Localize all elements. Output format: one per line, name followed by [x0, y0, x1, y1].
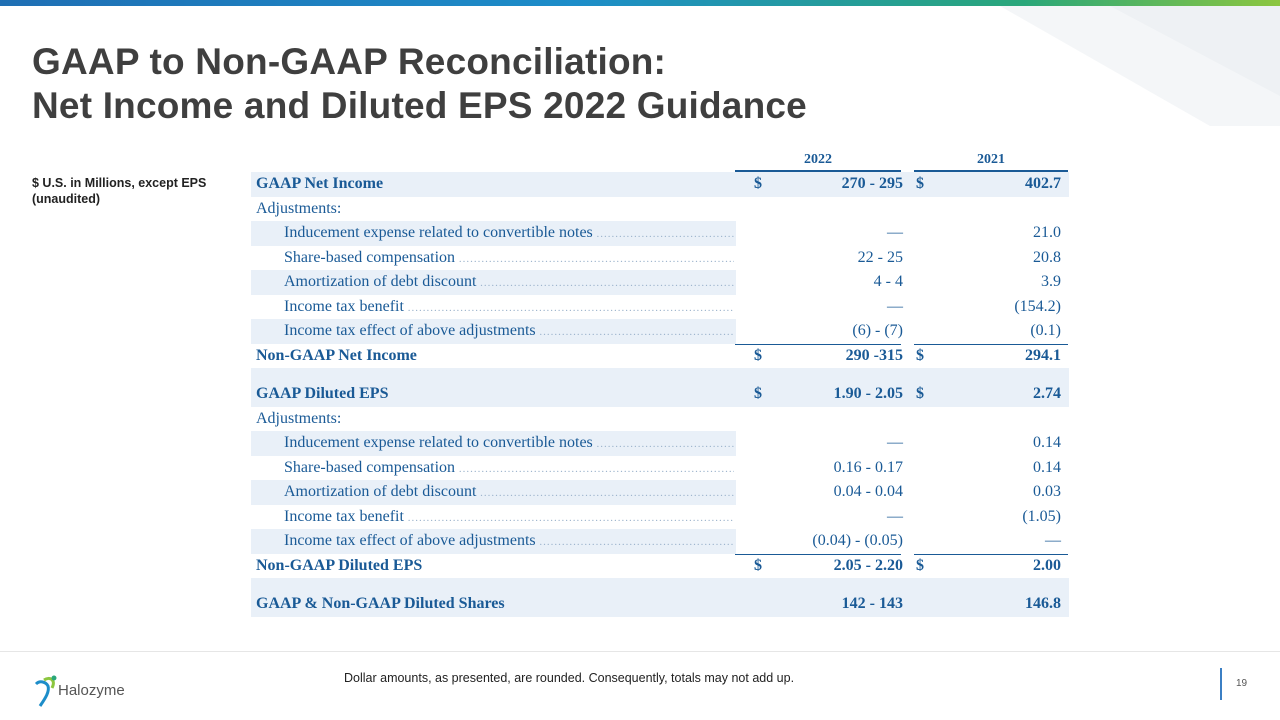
section-spacer	[251, 368, 1069, 382]
reconciliation-table: 2022 2021 GAAP Net Income $ 270 - 295 $ …	[251, 148, 1069, 617]
row-label: GAAP Diluted EPS	[256, 385, 389, 402]
page-title: GAAP to Non-GAAP Reconciliation: Net Inc…	[32, 40, 807, 128]
row-label: Non-GAAP Diluted EPS	[256, 556, 423, 574]
value-2021: 0.03	[1033, 483, 1061, 500]
row-label: Amortization of debt discount	[284, 273, 734, 291]
row-label: Share-based compensation	[284, 459, 734, 477]
currency-symbol: $	[916, 175, 924, 192]
value-2021: 294.1	[1025, 346, 1061, 364]
value-2022: —	[887, 434, 903, 451]
value-2022: 4 - 4	[873, 273, 903, 290]
table-row-diluted-shares: GAAP & Non-GAAP Diluted Shares 142 - 143…	[251, 592, 1069, 617]
title-line-2: Net Income and Diluted EPS 2022 Guidance	[32, 85, 807, 126]
halozyme-logo-icon	[34, 675, 57, 707]
value-2021: (154.2)	[1014, 297, 1061, 315]
footnote: Dollar amounts, as presented, are rounde…	[344, 671, 795, 685]
table-row-adjustment: Inducement expense related to convertibl…	[251, 221, 1069, 246]
table-row-gaap-net-income: GAAP Net Income $ 270 - 295 $ 402.7	[251, 172, 1069, 197]
table-row-adjustment: Income tax effect of above adjustments (…	[251, 529, 1069, 554]
table-row-adjustments-heading: Adjustments:	[251, 197, 1069, 222]
table-row-adjustment: Income tax benefit — (1.05)	[251, 504, 1069, 529]
value-2022: 142 - 143	[841, 595, 903, 612]
value-2021: (0.1)	[1030, 322, 1061, 339]
value-2022: (0.04) - (0.05)	[812, 532, 903, 549]
value-2021: 3.9	[1041, 273, 1061, 290]
subtotal-rule	[914, 553, 1068, 555]
value-2021: 2.74	[1033, 385, 1061, 402]
table-row-adjustment: Amortization of debt discount 4 - 4 3.9	[251, 270, 1069, 295]
currency-symbol: $	[754, 175, 762, 192]
table-row-adjustment: Amortization of debt discount 0.04 - 0.0…	[251, 480, 1069, 505]
row-label: Income tax effect of above adjustments	[284, 322, 734, 340]
header-underline-2022	[735, 170, 901, 172]
table-row-adjustment: Inducement expense related to convertibl…	[251, 431, 1069, 456]
currency-symbol: $	[754, 385, 762, 402]
row-label: Adjustments:	[256, 199, 342, 217]
row-label: Income tax effect of above adjustments	[284, 532, 734, 550]
row-label: Inducement expense related to convertibl…	[284, 224, 734, 242]
table-row-nongaap-diluted-eps: Non-GAAP Diluted EPS $ 2.05 - 2.20 $ 2.0…	[251, 553, 1069, 579]
logo-wordmark: Halozyme	[58, 682, 125, 699]
row-label: Inducement expense related to convertibl…	[284, 434, 734, 452]
value-2022: —	[887, 507, 903, 525]
page-number-divider	[1220, 668, 1222, 700]
row-label: Share-based compensation	[284, 249, 734, 267]
value-2021: 146.8	[1025, 595, 1061, 612]
subtotal-rule	[735, 553, 901, 555]
value-2021: 0.14	[1033, 458, 1061, 476]
value-2022: 0.16 - 0.17	[833, 458, 903, 476]
value-2022: 270 - 295	[841, 175, 903, 192]
table-header: 2022 2021	[251, 148, 1069, 172]
table-row-adjustment: Income tax benefit — (154.2)	[251, 294, 1069, 319]
value-2022: 2.05 - 2.20	[833, 556, 903, 574]
value-2022: 290 -315	[845, 346, 903, 364]
header-underline-2021	[914, 170, 1068, 172]
column-header-2022: 2022	[804, 152, 832, 167]
column-header-2021: 2021	[977, 152, 1005, 167]
value-2022: —	[887, 224, 903, 241]
subtotal-rule	[914, 343, 1068, 345]
table-row-adjustments-heading: Adjustments:	[251, 407, 1069, 432]
currency-symbol: $	[916, 385, 924, 402]
table-row-gaap-diluted-eps: GAAP Diluted EPS $ 1.90 - 2.05 $ 2.74	[251, 382, 1069, 407]
table-row-adjustment: Income tax effect of above adjustments (…	[251, 319, 1069, 344]
decorative-background-shape	[1000, 6, 1280, 126]
table-row-adjustment: Share-based compensation 0.16 - 0.17 0.1…	[251, 455, 1069, 480]
page-number: 19	[1236, 678, 1248, 689]
value-2022: 0.04 - 0.04	[833, 483, 903, 500]
row-label: Income tax benefit	[284, 298, 734, 316]
title-line-1: GAAP to Non-GAAP Reconciliation:	[32, 41, 667, 82]
currency-symbol: $	[754, 346, 762, 364]
currency-symbol: $	[916, 346, 924, 364]
row-label: Amortization of debt discount	[284, 483, 734, 501]
value-2022: (6) - (7)	[852, 322, 903, 339]
row-label: GAAP & Non-GAAP Diluted Shares	[256, 595, 505, 612]
value-2022: —	[887, 297, 903, 315]
row-label: Non-GAAP Net Income	[256, 346, 417, 364]
value-2021: 0.14	[1033, 434, 1061, 451]
table-row-adjustment: Share-based compensation 22 - 25 20.8	[251, 245, 1069, 270]
value-2021: 2.00	[1033, 556, 1061, 574]
subtotal-rule	[735, 343, 901, 345]
row-label: Adjustments:	[256, 409, 342, 427]
units-note: $ U.S. in Millions, except EPS (unaudite…	[32, 176, 207, 206]
section-spacer	[251, 578, 1069, 592]
footer-divider	[0, 651, 1280, 652]
value-2022: 1.90 - 2.05	[833, 385, 903, 402]
row-label: GAAP Net Income	[256, 175, 384, 192]
value-2022: 22 - 25	[857, 248, 903, 266]
currency-symbol: $	[754, 556, 762, 574]
value-2021: —	[1045, 532, 1061, 549]
value-2021: (1.05)	[1022, 507, 1061, 525]
value-2021: 402.7	[1025, 175, 1061, 192]
currency-symbol: $	[916, 556, 924, 574]
row-label: Income tax benefit	[284, 508, 734, 526]
value-2021: 20.8	[1033, 248, 1061, 266]
top-accent-bar	[0, 0, 1280, 6]
value-2021: 21.0	[1033, 224, 1061, 241]
table-row-nongaap-net-income: Non-GAAP Net Income $ 290 -315 $ 294.1	[251, 343, 1069, 369]
